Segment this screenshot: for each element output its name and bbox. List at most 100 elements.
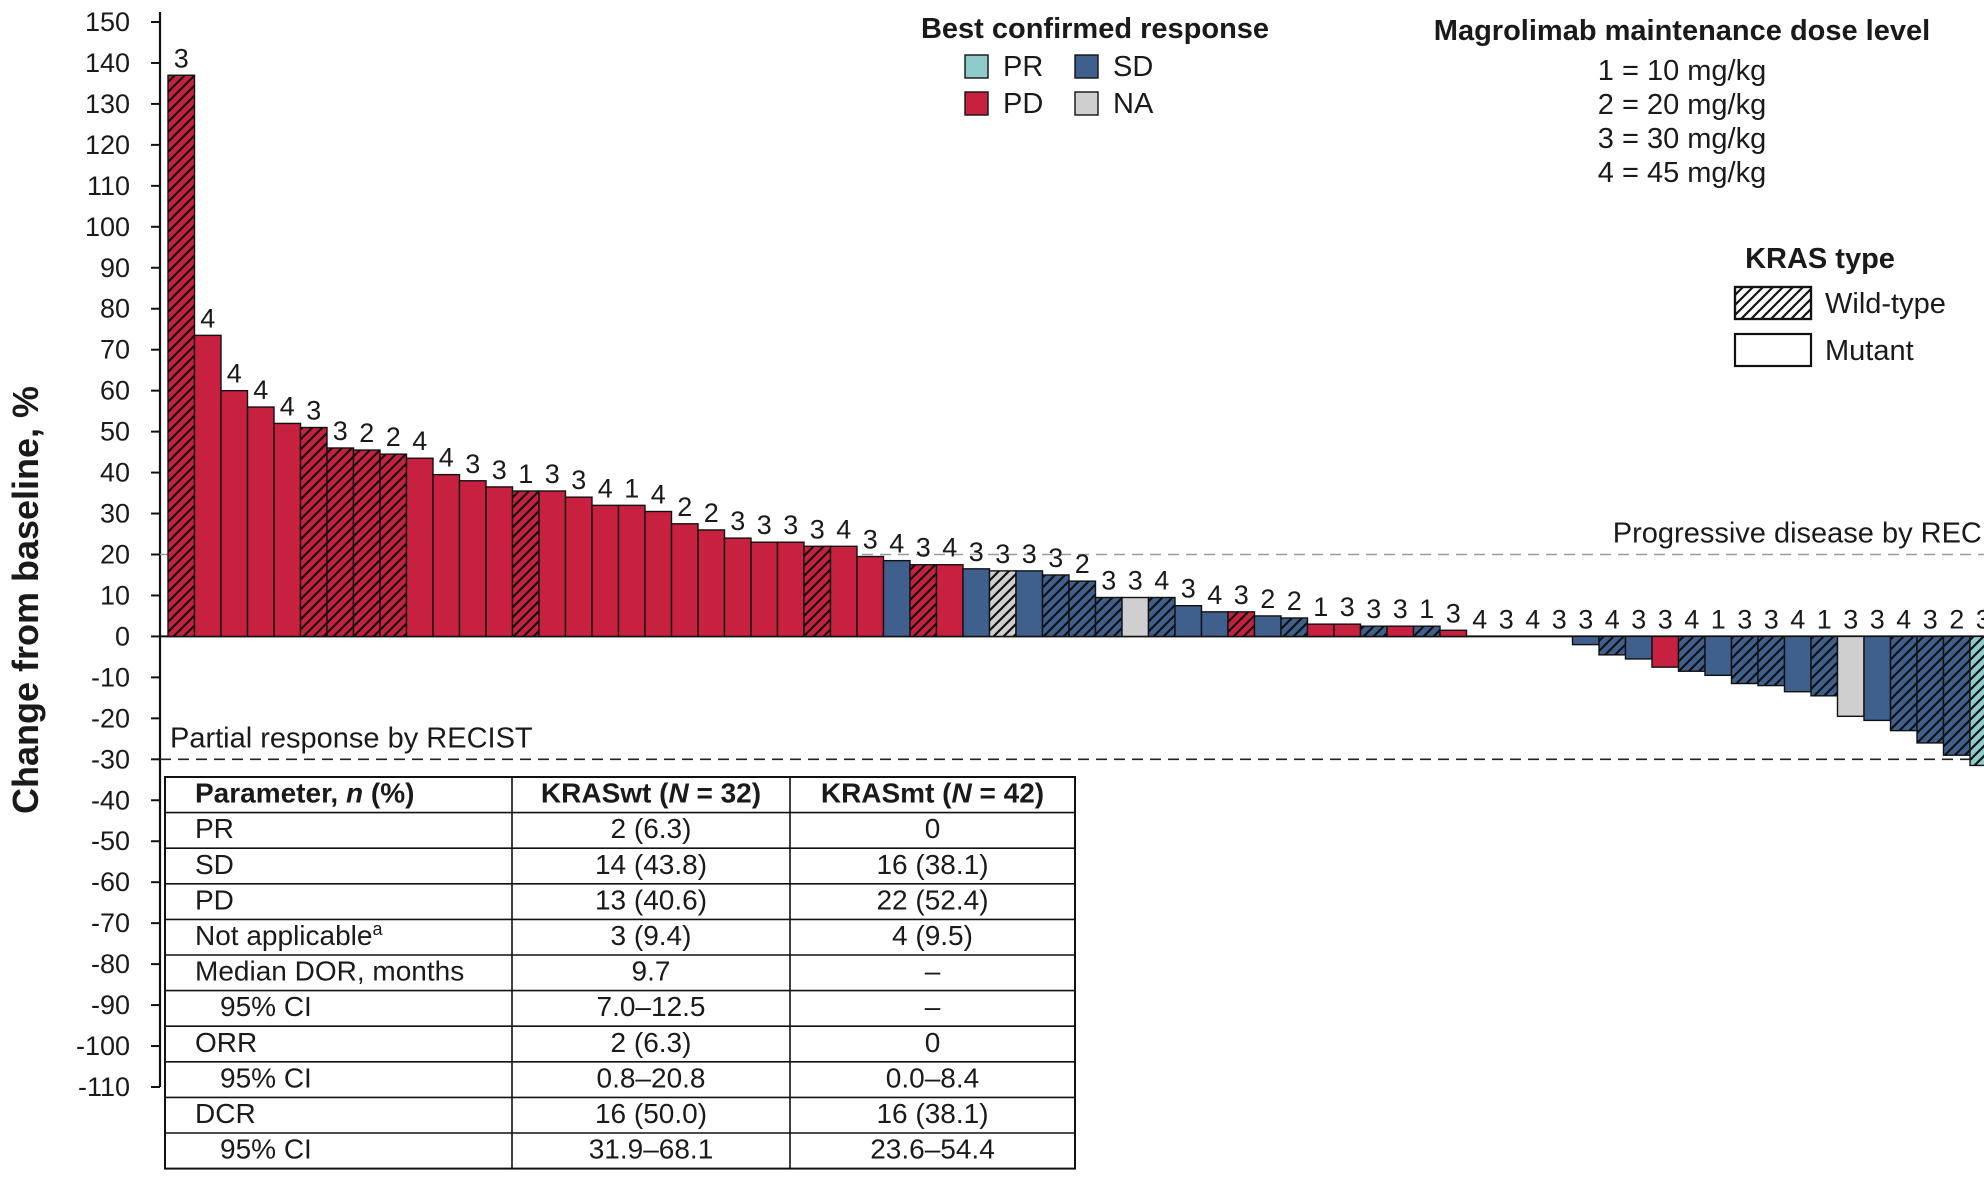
dose-label: 4 — [280, 391, 295, 421]
table-footnote-marker: a — [372, 919, 383, 939]
dose-label: 2 — [1260, 584, 1275, 614]
dose-label: 3 — [783, 510, 798, 540]
dose-label: 1 — [624, 473, 639, 503]
table-header-text: KRASwt ( — [541, 778, 669, 809]
dose-label: 3 — [1393, 594, 1408, 624]
table-header-text: (%) — [363, 778, 414, 809]
bar-hatch-wildtype — [910, 564, 937, 637]
dose-label: 3 — [492, 455, 507, 485]
bar-pd — [485, 486, 514, 638]
dose-label: 3 — [1923, 604, 1938, 634]
dose-label: 2 — [677, 492, 692, 522]
kras-label-mutant: Mutant — [1825, 335, 1914, 367]
table-row-label: Median DOR, months — [195, 956, 464, 987]
table-cell-krasmt: 16 (38.1) — [876, 849, 988, 880]
y-tick-label: -90 — [91, 990, 130, 1020]
y-tick-label: -30 — [91, 744, 130, 774]
bar-pd — [617, 504, 646, 638]
table-border — [164, 776, 1076, 1170]
kras-legend-title: KRAS type — [1745, 243, 1895, 275]
table-cell-krasmt: 0 — [925, 1027, 941, 1058]
bar-sd — [1200, 611, 1229, 638]
table-row-label: PR — [195, 813, 234, 844]
table-row-label-text: SD — [195, 849, 234, 880]
dose-label: 3 — [1737, 604, 1752, 634]
dose-legend: Magrolimab maintenance dose level 1 = 10… — [1434, 15, 1930, 189]
y-tick-label: 70 — [100, 335, 130, 365]
y-tick-label: 30 — [100, 499, 130, 529]
table-row-label-text: DCR — [195, 1098, 256, 1129]
y-tick-label: 0 — [115, 621, 130, 651]
kras-swatch-mutant — [1733, 332, 1813, 368]
dose-label: 4 — [942, 533, 957, 563]
dose-label: 3 — [1631, 604, 1646, 634]
dose-label: 1 — [1711, 604, 1726, 634]
table-row-label: PD — [195, 884, 234, 915]
table-row-label-text: Not applicable — [195, 920, 372, 951]
dose-label: 3 — [1366, 594, 1381, 624]
y-tick-label: -80 — [91, 949, 130, 979]
dose-label: 1 — [1419, 594, 1434, 624]
table-row-label: SD — [195, 849, 234, 880]
dose-label: 3 — [306, 396, 321, 426]
bar-hatch-wildtype — [1069, 581, 1096, 637]
dose-label: 4 — [412, 426, 427, 456]
bar-hatch-wildtype — [1148, 597, 1175, 637]
y-tick-label: -50 — [91, 826, 130, 856]
table-cell-krasmt: 16 (38.1) — [876, 1098, 988, 1129]
y-tick-label: 40 — [100, 458, 130, 488]
table-header-text: KRASmt ( — [821, 778, 952, 809]
bar-pd — [776, 541, 805, 638]
dose-label: 3 — [969, 537, 984, 567]
y-tick-label: 150 — [85, 7, 130, 37]
bar-pd — [1439, 629, 1468, 638]
bar-pd — [538, 490, 567, 638]
bar-hatch-wildtype — [1228, 611, 1255, 637]
bar-sd — [1783, 635, 1812, 693]
dose-label: 4 — [200, 303, 215, 333]
y-tick-label: 100 — [85, 212, 130, 242]
table-row-label: 95% CI — [220, 991, 312, 1022]
table-cell-krasmt: 23.6–54.4 — [870, 1134, 995, 1165]
table-row-label-text: PR — [195, 813, 234, 844]
bar-sd — [1015, 570, 1044, 638]
table-row-label: 95% CI — [220, 1134, 312, 1165]
dose-label: 3 — [571, 465, 586, 495]
table-row-label: Not applicablea — [195, 919, 383, 951]
dose-label: 4 — [1154, 566, 1169, 596]
bar-hatch-wildtype — [1970, 636, 1984, 766]
bar-pd — [670, 523, 699, 638]
dose-label: 3 — [995, 539, 1010, 569]
dose-label: 3 — [1048, 543, 1063, 573]
legend-label-sd: SD — [1113, 51, 1153, 83]
table-header-text: = 32) — [689, 778, 761, 809]
summary-table: Parameter, n (%) KRASwt (N = 32) KRASmt (N… — [164, 776, 1076, 1170]
legend-swatch-na — [1074, 91, 1099, 116]
table-header-text: N — [668, 778, 689, 809]
dose-label: 1 — [1817, 604, 1832, 634]
dose-label: 4 — [1684, 604, 1699, 634]
table-header-text: N — [952, 778, 973, 809]
table-cell-krasmt: 4 (9.5) — [892, 920, 973, 951]
bar-na — [1121, 596, 1150, 638]
dose-label: 4 — [253, 375, 268, 405]
bar-pd — [564, 496, 593, 638]
bar-pd — [591, 504, 620, 638]
y-tick-label: -40 — [91, 785, 130, 815]
table-cell-kraswt: 3 (9.4) — [611, 920, 692, 951]
dose-label: 4 — [1472, 604, 1487, 634]
bars — [167, 74, 1984, 767]
table-header-cell: KRASmt (N = 42) — [821, 778, 1044, 809]
dose-label: 3 — [1181, 574, 1196, 604]
dose-label: 4 — [836, 514, 851, 544]
y-tick-label: 10 — [100, 580, 130, 610]
y-axis-label: Change from baseline, % — [5, 386, 46, 814]
dose-label: 4 — [651, 479, 666, 509]
y-tick-label: 140 — [85, 48, 130, 78]
table-row-label-text: Median DOR, months — [195, 956, 464, 987]
table-cell-kraswt: 9.7 — [632, 956, 671, 987]
dose-label: 3 — [545, 459, 560, 489]
bar-hatch-wildtype — [1042, 574, 1069, 637]
response-legend-title: Best confirmed response — [921, 13, 1269, 45]
